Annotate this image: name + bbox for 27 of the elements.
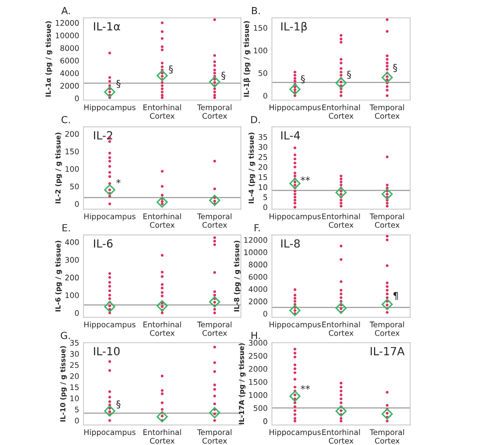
annotation: § — [393, 64, 398, 72]
annotation: § — [347, 70, 352, 79]
chart-title: IL-10 — [94, 346, 120, 356]
chart-title: IL-1β — [281, 22, 307, 33]
annotation: ** — [300, 176, 310, 181]
chart-title: IL-8 — [281, 239, 300, 248]
text: D. — [251, 116, 260, 124]
text: E. — [62, 224, 70, 232]
text: C. — [62, 116, 70, 124]
text: H. — [252, 332, 260, 339]
chart-title: IL-1α — [94, 22, 120, 30]
annotation: * — [116, 179, 121, 184]
annotation: ¶ — [393, 292, 398, 300]
text: A. — [61, 7, 70, 14]
text: G. — [60, 332, 70, 340]
chart-title: IL-6 — [94, 239, 113, 248]
annotation: § — [221, 72, 226, 80]
chart-title: IL-4 — [281, 131, 300, 140]
annotation: § — [116, 400, 120, 409]
annotation: § — [168, 65, 173, 74]
chart-title: IL-17A — [370, 347, 405, 356]
annotation: § — [300, 75, 305, 84]
annotation: § — [116, 80, 120, 88]
text: F. — [254, 224, 260, 232]
text: B. — [252, 7, 260, 14]
annotation: ** — [300, 385, 310, 390]
chart-title: IL-2 — [94, 131, 112, 140]
